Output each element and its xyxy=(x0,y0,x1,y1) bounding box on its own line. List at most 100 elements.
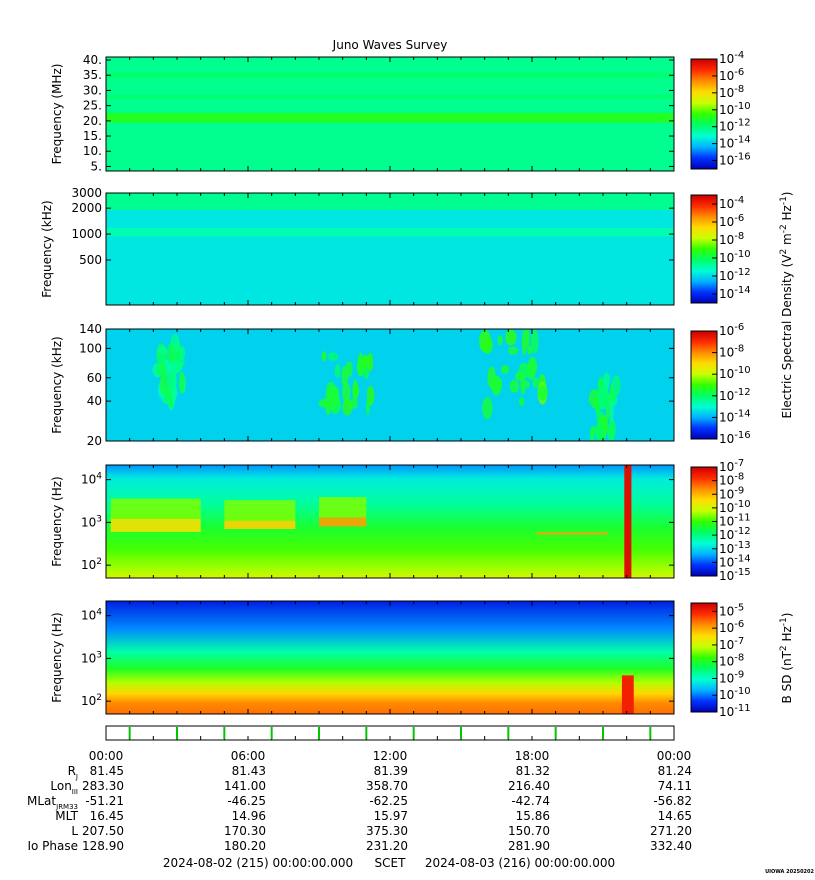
ephemeris-value: 180.20 xyxy=(224,839,266,853)
ephemeris-value: -56.82 xyxy=(653,794,692,808)
y-tick-label: 20. xyxy=(83,114,102,128)
emission-patch xyxy=(610,400,614,423)
colorbar-tick-label: 10-6 xyxy=(719,67,744,83)
emission-patch xyxy=(515,371,524,380)
emission-patch xyxy=(367,353,373,371)
ephemeris-value: 271.20 xyxy=(650,824,692,838)
emission-band xyxy=(106,73,674,78)
emission-patch xyxy=(510,380,520,393)
ephemeris-value: 128.90 xyxy=(82,839,124,853)
ephemeris-table: 00:00 06:00 12:00 18:00 00:00RJ 81.45 81.43 81.… xyxy=(27,749,692,853)
y-tick-label: 1000 xyxy=(71,227,102,241)
ephemeris-value: 170.30 xyxy=(224,824,266,838)
scet-end: 2024-08-03 (216) 00:00:00.000 xyxy=(425,856,615,870)
y-tick-label: 3000 xyxy=(71,186,102,200)
time-label: 12:00 xyxy=(373,749,408,763)
y-tick-label: 30. xyxy=(83,83,102,97)
colorbar-tick-label: 10-14 xyxy=(719,135,751,151)
colorbar-tick-label: 10-8 xyxy=(719,231,744,247)
colorbar-tick-label: 10-7 xyxy=(719,636,744,652)
ephemeris-value: 150.70 xyxy=(508,824,550,838)
emission-patch xyxy=(505,329,516,345)
time-label: 00:00 xyxy=(657,749,692,763)
emission-patch xyxy=(533,377,539,388)
y-tick-label: 100 xyxy=(79,341,102,355)
emission-patch xyxy=(224,521,295,529)
emission-patch xyxy=(497,335,502,345)
y-tick-label: 60 xyxy=(87,371,102,385)
spectrogram-panel-4: 102103104Frequency (Hz) xyxy=(50,465,674,578)
colorbar-4: 10-710-810-910-1010-1110-1210-1310-1410-… xyxy=(691,458,751,583)
emission-patch xyxy=(367,386,375,406)
ephemeris-row-label: L xyxy=(71,824,78,838)
colorbar-tick-label: 10-6 xyxy=(719,619,744,635)
colorbar-tick-label: 10-10 xyxy=(719,249,751,265)
ephemeris-value: 216.40 xyxy=(508,779,550,793)
emission-patch xyxy=(318,399,328,407)
colorbar-tick-label: 10-4 xyxy=(719,50,744,66)
emission-patch xyxy=(357,353,364,376)
ephemeris-value: 375.30 xyxy=(366,824,408,838)
emission-patch xyxy=(479,330,491,352)
ephemeris-value: 74.11 xyxy=(658,779,692,793)
emission-patch xyxy=(111,499,201,519)
emission-patch xyxy=(167,371,176,391)
colorbar-tick-label: 10-9 xyxy=(719,669,744,685)
spectrogram-panel-3: 204060100140Frequency (kHz) xyxy=(50,322,674,448)
colorbar-tick-label: 10-14 xyxy=(719,408,751,424)
colorbar-tick-label: 10-6 xyxy=(719,213,744,229)
ephemeris-value: 358.70 xyxy=(366,779,408,793)
emission-patch xyxy=(158,347,167,355)
colorbar-tick-label: 10-12 xyxy=(719,387,751,403)
y-tick-label: 102 xyxy=(81,557,102,572)
y-tick-label: 2000 xyxy=(71,201,102,215)
emission-patch xyxy=(329,385,339,410)
ephemeris-value: 15.97 xyxy=(374,809,408,823)
emission-band xyxy=(106,228,674,237)
colorbar-tick-label: 10-10 xyxy=(719,686,751,702)
y-tick-label: 103 xyxy=(81,650,102,665)
emission-patch xyxy=(491,376,502,396)
y-tick-label: 103 xyxy=(81,514,102,529)
ephemeris-value: 15.86 xyxy=(516,809,550,823)
ephemeris-row-label: Io Phase xyxy=(27,839,78,853)
ephemeris-value: 141.00 xyxy=(224,779,266,793)
chart-title: Juno Waves Survey xyxy=(332,38,448,52)
ephemeris-value: 81.39 xyxy=(374,764,408,778)
colorbar-tick-label: 10-10 xyxy=(719,101,751,117)
emission-patch xyxy=(328,352,338,361)
y-tick-label: 40 xyxy=(87,394,102,408)
colorbar-tick-label: 10-16 xyxy=(719,430,751,446)
magnetic-density-label: B SD (nT2 Hz-1) xyxy=(779,613,794,704)
spectrogram-panel-5: 102103104Frequency (Hz) xyxy=(50,601,674,714)
colorbar-tick-label: 10-15 xyxy=(719,567,751,583)
colorbar-tick-label: 10-8 xyxy=(719,84,744,100)
ephemeris-value: 81.45 xyxy=(90,764,124,778)
y-tick-label: 500 xyxy=(79,253,102,267)
y-tick-label: 15. xyxy=(83,129,102,143)
colorbar-tick-label: 10-12 xyxy=(719,118,751,134)
emission-patch xyxy=(597,385,607,409)
emission-patch xyxy=(353,379,359,402)
spectrogram-panel-1: 5.10.15.20.25.30.35.40.Frequency (MHz) xyxy=(50,53,674,173)
footer-tag: UIOWA 20250202 xyxy=(765,869,814,875)
ephemeris-value: 14.65 xyxy=(658,809,692,823)
time-label: 00:00 xyxy=(89,749,124,763)
emission-patch xyxy=(537,532,608,534)
ephemeris-value: 332.40 xyxy=(650,839,692,853)
emission-patch xyxy=(322,351,327,361)
y-axis-label: Frequency (Hz) xyxy=(50,476,64,567)
colorbar-tick-label: 10-4 xyxy=(719,195,744,211)
emission-patch xyxy=(319,518,366,527)
colorbar-1: 10-410-610-810-1010-1210-1410-16 xyxy=(691,50,751,169)
ephemeris-value: 14.96 xyxy=(232,809,266,823)
y-axis-label: Frequency (Hz) xyxy=(50,612,64,703)
ephemeris-value: -51.21 xyxy=(85,794,124,808)
ephemeris-value: 16.45 xyxy=(90,809,124,823)
colorbar-tick-label: 10-10 xyxy=(719,365,751,381)
scet-start: 2024-08-02 (215) 00:00:00.000 xyxy=(163,856,353,870)
ephemeris-value: -46.25 xyxy=(227,794,266,808)
colorbar-3: 10-610-810-1010-1210-1410-16 xyxy=(691,322,751,446)
colorbar-labels: Electric Spectral Density (V2 m-2 Hz-1) B… xyxy=(779,191,794,703)
